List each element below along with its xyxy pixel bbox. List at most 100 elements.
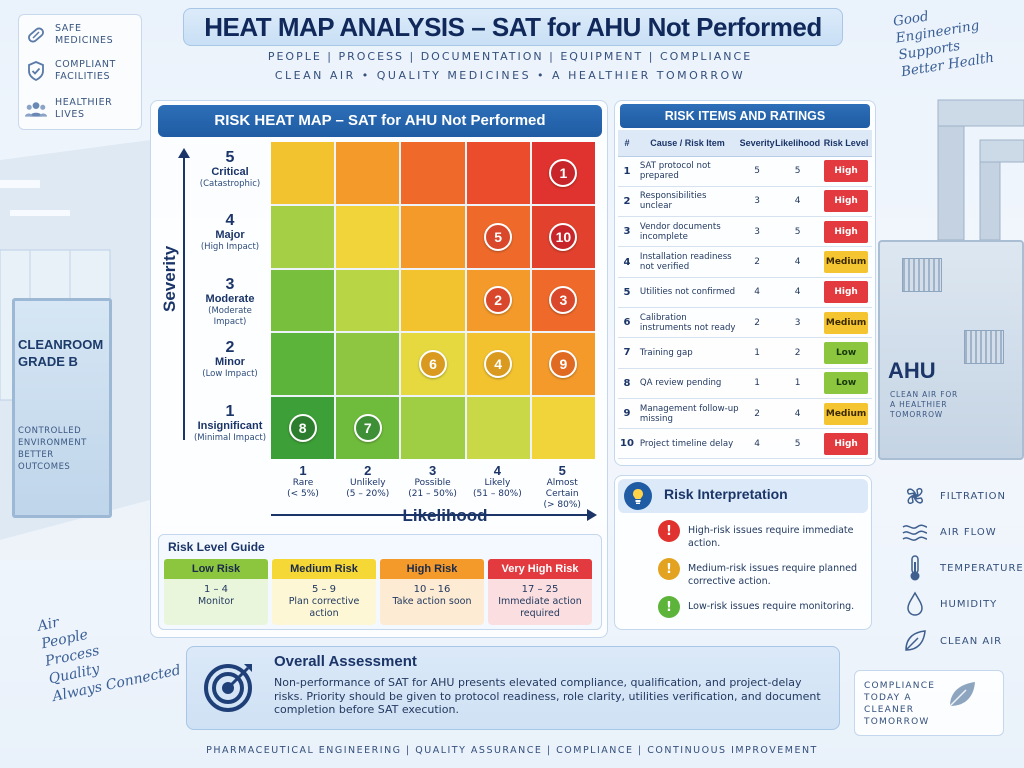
air-flow-icon	[900, 517, 930, 547]
cleanroom-subtext: CONTROLLED ENVIRONMENT BETTER OUTCOMES	[18, 426, 87, 472]
heatmap-cell	[401, 142, 465, 204]
heatmap-cell: 9	[531, 333, 595, 396]
row-cause: Calibration instruments not ready	[635, 307, 740, 339]
water-drop-icon	[900, 589, 930, 619]
likelihood-name: Rare	[292, 478, 314, 488]
table-row: 5 Utilities not confirmed 4 4 High	[618, 277, 872, 308]
severity-name: Minor	[215, 356, 245, 369]
row-risk-level: High	[820, 216, 872, 248]
feature-humidity: HUMIDITY	[900, 589, 997, 619]
footer: PHARMACEUTICAL ENGINEERING | QUALITY ASS…	[206, 745, 818, 756]
row-likelihood: 4	[775, 398, 821, 430]
row-cause: Utilities not confirmed	[635, 277, 740, 308]
y-axis-arrow	[183, 150, 185, 440]
row-risk-level: Low	[820, 368, 872, 399]
badge-safe-medicines: SAFE MEDICINES	[25, 23, 141, 47]
table-row: 6 Calibration instruments not ready 2 3 Medi…	[618, 307, 872, 339]
likelihood-number: 5	[558, 463, 566, 478]
fan-icon	[900, 481, 930, 511]
likelihood-subtext: (51 – 80%)	[473, 489, 522, 499]
row-likelihood: 5	[775, 216, 821, 248]
row-cause: Project timeline delay	[635, 428, 740, 460]
feature-label: FILTRATION	[940, 490, 1007, 502]
heatmap-cell: 1	[531, 142, 595, 204]
severity-name: Major	[215, 229, 245, 242]
likelihood-number: 4	[493, 463, 501, 478]
likelihood-name: Almost Certain	[545, 478, 579, 499]
alert-icon: !	[658, 520, 680, 542]
row-likelihood: 5	[775, 428, 821, 460]
badge-healthier-lives: HEALTHIER LIVES	[25, 97, 141, 121]
risk-level-badge: Medium	[824, 251, 869, 274]
interpretation-text: Medium-risk issues require planned corre…	[688, 563, 858, 587]
severity-label: 4 Major (High Impact)	[192, 213, 268, 253]
tagline: CLEAN AIR • QUALITY MEDICINES • A HEALTH…	[274, 69, 746, 82]
table-row: 9 Management follow-up missing 2 4 Medium	[618, 398, 872, 430]
cleanroom-door	[12, 298, 112, 518]
risk-marker: 1	[549, 158, 578, 187]
heatmap-cell	[271, 333, 335, 396]
likelihood-number: 3	[428, 463, 437, 478]
likelihood-subtext: (5 – 20%)	[346, 489, 390, 499]
severity-number: 4	[225, 212, 235, 230]
severity-label: 3 Moderate (Moderate Impact)	[192, 276, 268, 328]
risk-level-badge: High	[824, 220, 869, 243]
feature-temperature: TEMPERATURE	[900, 553, 1024, 583]
col-header-likelihood: Likelihood	[775, 130, 821, 157]
heatmap-cell	[336, 333, 400, 396]
compliance-callout	[854, 670, 1004, 736]
likelihood-label: 2 Unlikely (5 – 20%)	[336, 464, 400, 500]
risk-marker: 5	[484, 222, 513, 251]
thermometer-icon	[900, 553, 930, 583]
severity-number: 1	[225, 402, 235, 420]
row-severity: 4	[739, 428, 776, 460]
feature-label: CLEAN AIR	[940, 635, 1003, 647]
risk-marker: 9	[549, 350, 578, 379]
guide-item-action: Plan corrective action	[288, 596, 360, 619]
heatmap-title: RISK HEAT MAP – SAT for AHU Not Performe…	[158, 105, 602, 137]
row-severity: 2	[739, 398, 776, 430]
guide-item: High Risk 10 – 16 Take action soon	[380, 559, 484, 625]
feature-filtration: FILTRATION	[900, 481, 1006, 511]
feature-label: TEMPERATURE	[940, 562, 1024, 574]
row-cause: Vendor documents incomplete	[635, 216, 740, 248]
likelihood-name: Likely	[484, 478, 511, 488]
target-icon	[204, 664, 252, 712]
table-row: 4 Installation readiness not verified 2 4 Me…	[618, 246, 872, 278]
severity-name: Insignificant	[197, 419, 263, 432]
col-header-number: #	[618, 130, 636, 157]
badge-compliant-facilities: COMPLIANT FACILITIES	[25, 59, 141, 83]
guide-item-label: Low Risk	[164, 559, 268, 579]
ahu-grille	[902, 258, 942, 292]
leaf-icon	[900, 626, 930, 656]
row-risk-level: Low	[820, 337, 872, 369]
page-title: HEAT MAP ANALYSIS – SAT for AHU Not Perf…	[183, 8, 843, 46]
heatmap-cell: 3	[531, 269, 595, 332]
feature-air-flow: AIR FLOW	[900, 517, 997, 547]
x-axis-label: Likelihood	[402, 506, 488, 525]
feature-label: HUMIDITY	[940, 598, 998, 610]
risk-marker: 7	[353, 414, 382, 443]
risk-level-badge: High	[824, 160, 869, 183]
col-header-severity: Severity	[739, 130, 776, 157]
likelihood-subtext: (21 – 50%)	[408, 489, 457, 499]
severity-subtext: (Moderate Impact)	[208, 305, 252, 327]
guide-item-action: Monitor	[197, 596, 235, 607]
script-right-lines: Good Engineering Supports Better Health	[892, 0, 1024, 81]
likelihood-name: Possible	[414, 478, 451, 488]
risk-marker: 6	[418, 350, 447, 379]
risk-table-body: 1 SAT protocol not prepared 5 5 High 2 Respons…	[618, 156, 872, 460]
row-likelihood: 4	[775, 246, 821, 278]
guide-item: Low Risk 1 – 4 Monitor	[164, 559, 268, 625]
risk-table: # Cause / Risk Item Severity Likelihood …	[618, 130, 872, 460]
interpretation-item: ! High-risk issues require immediate acti…	[658, 520, 866, 550]
row-severity: 5	[739, 156, 776, 187]
interpretation-title: Risk Interpretation	[664, 486, 788, 502]
heatmap-cell: 2	[466, 269, 530, 332]
heatmap-cell	[401, 205, 465, 268]
row-risk-level: Medium	[820, 307, 872, 339]
row-cause: Training gap	[635, 337, 740, 369]
row-cause: SAT protocol not prepared	[635, 156, 740, 187]
row-severity: 3	[739, 186, 776, 218]
guide-item-label: Very High Risk	[488, 559, 592, 579]
